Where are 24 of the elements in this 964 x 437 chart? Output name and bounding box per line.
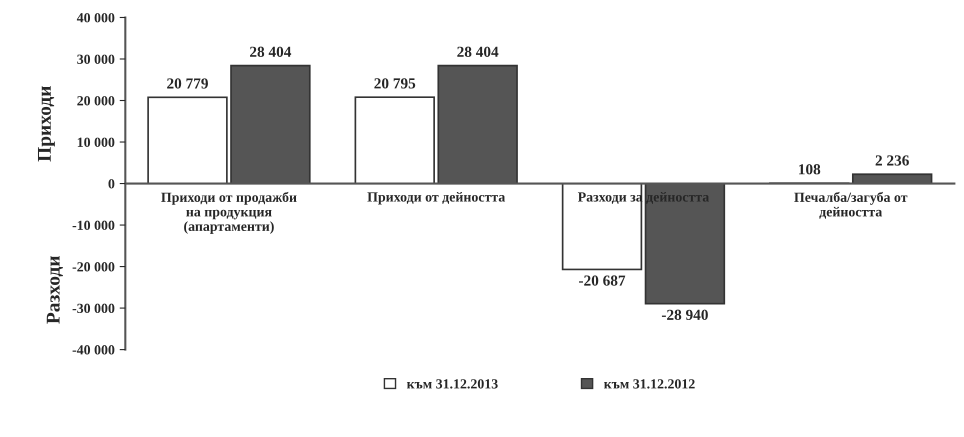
data-label: 2 236 <box>876 155 909 166</box>
data-label: 20 779 <box>167 78 208 89</box>
data-label: 108 <box>799 164 820 174</box>
data-label: -20 687 <box>579 275 626 286</box>
y-tick-label: 0 <box>108 179 114 188</box>
data-label: -28 940 <box>662 310 708 320</box>
y-tick-label: 40 000 <box>76 13 114 22</box>
x-tick-label: Приходи от дейността <box>367 192 506 204</box>
y-tick-label: -40 000 <box>72 345 114 355</box>
data-label: 28 404 <box>457 46 498 57</box>
text: Разходи <box>46 256 63 324</box>
x-tick-label: Приходи от продажби на продукция (апартаменти) <box>161 192 297 234</box>
y-axis-title: Приходи <box>38 86 55 162</box>
y-tick-label: 30 000 <box>77 54 114 64</box>
y-tick-label: -30 000 <box>72 304 114 314</box>
y-tick-label: -20 000 <box>72 262 114 272</box>
legend-label: към 31.12.2013 <box>406 379 498 389</box>
data-label: 20 795 <box>374 78 416 89</box>
x-tick-label: Печалба/загуба от дейността <box>794 192 908 219</box>
y-tick-label: 10 000 <box>78 138 114 147</box>
legend-label: към 31.12.2012 <box>604 379 695 389</box>
y-tick-label: 20 000 <box>77 96 114 106</box>
y-tick-label: -10 000 <box>72 220 114 230</box>
data-label: 28 404 <box>250 46 292 57</box>
